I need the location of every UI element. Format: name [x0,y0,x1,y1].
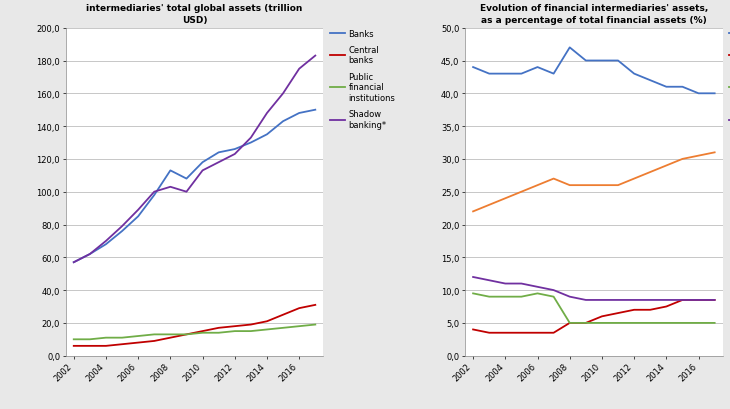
Title: Evolution of financial intermediaries' assets,
as a percentage of total financia: Evolution of financial intermediaries' a… [480,4,708,25]
Legend: Banks, Central
banks, Public
financial
institutions, Shadow
banking*: Banks, Central banks, Public financial i… [330,29,396,129]
Title: Evolution of the value of financial
intermediaries' total global assets (trillio: Evolution of the value of financial inte… [86,0,303,25]
